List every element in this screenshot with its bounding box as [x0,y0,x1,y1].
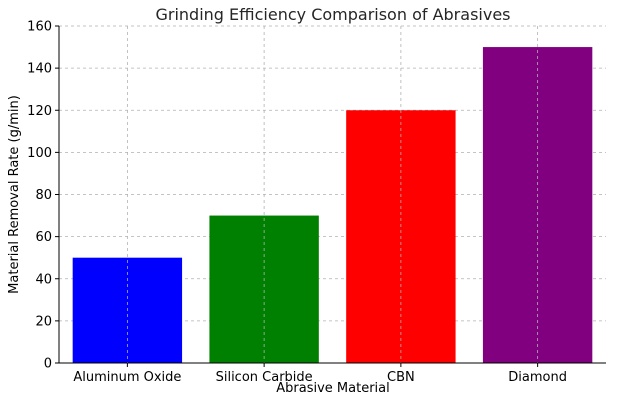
x-tick-label: Diamond [508,370,567,385]
y-axis-label: Material Removal Rate (g/min) [7,95,22,294]
bar-layer [72,26,593,363]
axis-layer: 0 20 40 60 80 100 120 140 160 Aluminum Oxide Silic… [27,20,606,385]
x-tick-label: Silicon Carbide [216,370,313,385]
y-tick-label: 40 [35,272,52,287]
chart-title: Grinding Efficiency Comparison of Abrasi… [155,5,510,24]
y-tick-label: 20 [35,314,52,329]
x-axis-label: Abrasive Material [276,381,389,396]
y-tick-label: 120 [27,104,52,119]
y-tick-label: 60 [35,230,52,245]
y-tick-label: 0 [44,357,52,372]
y-tick-label: 100 [27,146,52,161]
y-tick-label: 80 [35,188,52,203]
y-tick-label: 160 [27,20,52,35]
x-tick-label: Aluminum Oxide [73,370,181,385]
y-tick-label: 140 [27,62,52,77]
x-tick-label: CBN [387,370,415,385]
